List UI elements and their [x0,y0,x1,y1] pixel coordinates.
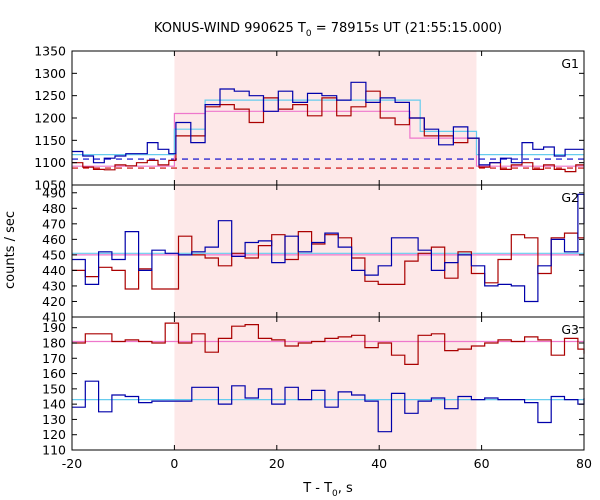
x-tick-label: 0 [170,456,178,471]
count-rate-series [72,90,584,173]
y-tick-label: 1050 [34,178,66,193]
x-tick-label: 20 [269,456,285,471]
count-rate-series [72,81,584,166]
y-tick-label: 120 [42,427,66,442]
plot-area: 1050110011501200125013001350G14104204304… [34,44,592,472]
y-tick-label: 1100 [34,155,66,170]
y-tick-label: 1250 [34,88,66,103]
y-tick-label: 480 [42,201,66,216]
count-rate-series [72,193,585,303]
panel-g1: 1050 1100 1150 1200 1250 1300 1350 G1 [34,44,585,193]
x-axis-title-suffix: , s [338,481,353,496]
y-tick-label: 160 [42,366,66,381]
y-tick-label: 1300 [34,66,66,81]
y-tick-label: 430 [42,278,66,293]
panel-label: G2 [561,190,579,205]
chart-title-suffix: = 78915s UT (21:55:15.000) [312,21,502,36]
y-tick-label: 440 [42,263,66,278]
x-axis-title-prefix: T - T [302,481,332,496]
x-axis-title: T - T0, s [302,481,353,499]
y-tick-label: 410 [42,310,66,325]
count-rate-series [72,231,584,290]
fit-line [72,99,584,156]
y-tick-label: 470 [42,216,66,231]
panel-label: G1 [561,56,579,71]
y-axis-title: counts / sec [3,211,18,289]
shaded-interval [174,317,477,450]
count-rate-series [72,380,585,433]
shaded-interval [174,51,477,185]
y-tick-label: 190 [42,320,66,335]
panel-frame [71,316,585,451]
chart-title-subscript: 0 [306,29,312,39]
y-tick-label: 450 [42,247,66,262]
y-tick-label: 460 [42,232,66,247]
x-tick-label: 40 [371,456,387,471]
y-tick-label: 180 [42,335,66,350]
y-tick-label: 140 [42,397,66,412]
y-tick-label: 170 [42,351,66,366]
y-tick-label: 130 [42,412,66,427]
chart-title: KONUS-WIND 990625 T0 = 78915s UT (21:55:… [154,21,502,39]
chart-title-prefix: KONUS-WIND 990625 T [154,21,306,36]
y-tick-label: 490 [42,185,66,200]
x-tick-label: -20 [62,456,82,471]
y-tick-label: 110 [42,443,66,458]
y-tick-label: 1150 [34,133,66,148]
x-tick-label: 80 [576,456,592,471]
panel-label: G3 [561,322,579,337]
y-tick-label: 150 [42,381,66,396]
y-tick-label: 1200 [34,111,66,126]
x-axis-title-subscript: 0 [332,489,338,499]
y-tick-label: 420 [42,294,66,309]
y-tick-label: 1350 [34,44,66,59]
x-tick-label: 60 [474,456,490,471]
count-rate-series [72,322,585,365]
shaded-interval [174,185,477,317]
